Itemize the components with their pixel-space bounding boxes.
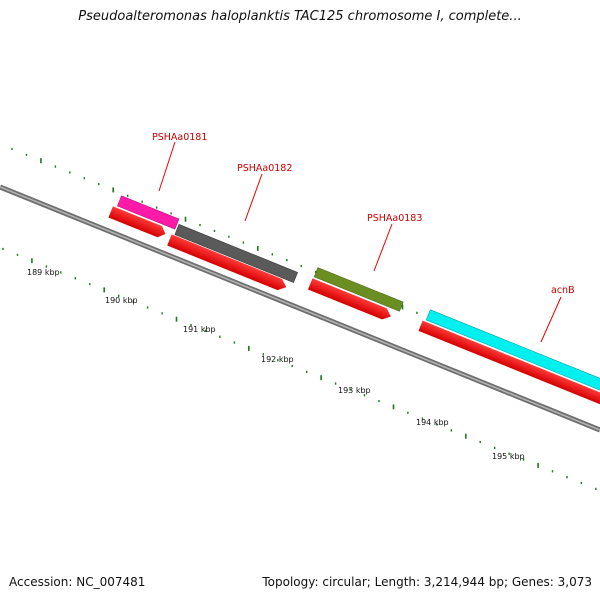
olive-gene	[313, 267, 404, 312]
tick-label: 189 kbp	[27, 268, 60, 277]
gene-label-acnb: acnB	[551, 285, 575, 296]
gene-label-pshaa0183: PSHAa0183	[367, 213, 422, 224]
red-cds-arrow	[167, 234, 287, 291]
lower-scale-ticks	[2, 247, 597, 490]
cyan-gene	[425, 309, 600, 396]
accession-text: Accession: NC_007481	[9, 575, 146, 589]
tick-label: 191 kbp	[183, 325, 216, 334]
gene-label-pshaa0182: PSHAa0182	[237, 163, 292, 174]
tick-label: 190 kbp	[105, 296, 138, 305]
label-callouts	[158, 141, 562, 343]
red-cds-arrow	[307, 278, 391, 320]
gene-label-pshaa0181: PSHAa0181	[152, 132, 207, 143]
red-cds-arrow	[108, 206, 166, 238]
tick-label: 192 kbp	[261, 355, 294, 364]
tick-label: 195 kbp	[492, 452, 525, 461]
tick-label: 194 kbp	[416, 418, 449, 427]
feature-track	[108, 195, 600, 406]
red-cds-bar	[418, 320, 600, 406]
magenta-gene	[117, 195, 180, 230]
gray-gene	[174, 224, 298, 283]
tick-label: 193 kbp	[338, 386, 371, 395]
backbone	[0, 184, 600, 433]
map-title: Pseudoalteromonas haloplanktis TAC125 ch…	[78, 9, 522, 24]
genome-summary-text: Topology: circular; Length: 3,214,944 bp…	[262, 575, 592, 589]
